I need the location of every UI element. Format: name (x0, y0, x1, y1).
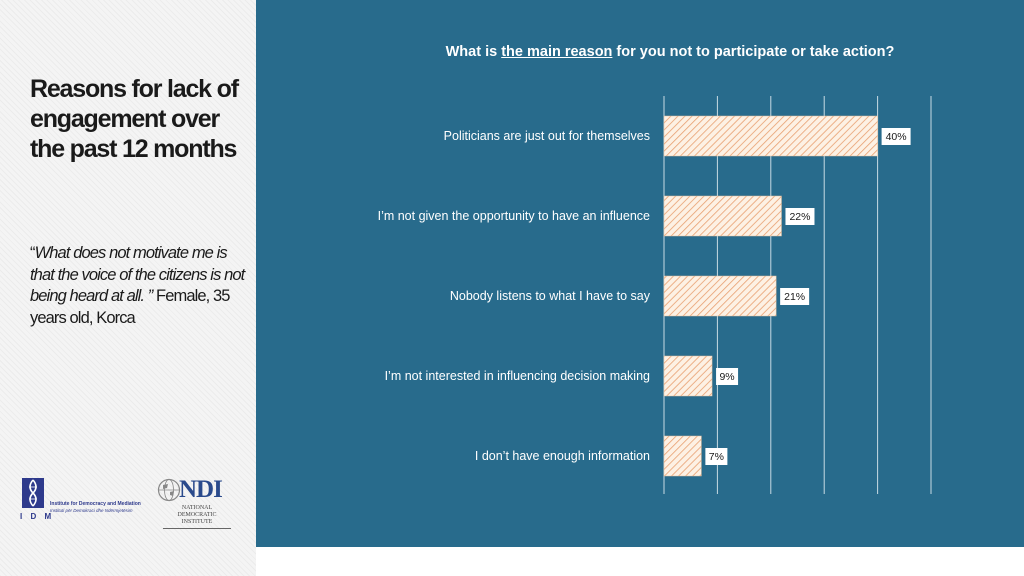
idm-name: Institute for Democracy and Mediation (50, 501, 141, 507)
category-label: I’m not interested in influencing decisi… (385, 369, 650, 383)
chart-title: What is the main reason for you not to p… (406, 44, 934, 60)
data-label-box (780, 288, 810, 305)
bar (663, 195, 782, 237)
quote-attribution: Female, 35 years old, Korca (30, 287, 230, 327)
chart-panel: What is the main reason for you not to p… (256, 0, 1024, 547)
data-label: 22% (789, 211, 810, 223)
globe-icon (157, 478, 181, 502)
data-label: 7% (709, 451, 724, 463)
bar (663, 435, 702, 477)
data-label: 9% (719, 371, 734, 383)
bar (663, 275, 777, 317)
ndi-divider (163, 528, 231, 529)
idm-logo: I D M Institute for Democracy and Mediat… (20, 478, 141, 523)
category-label: Nobody listens to what I have to say (450, 289, 651, 303)
quote-text: What does not motivate me is that the vo… (30, 244, 245, 305)
chart-title-underlined: the main reason (501, 44, 613, 60)
category-label: I’m not given the opportunity to have an… (378, 209, 650, 223)
chart-title-part2: for you not to participate or take actio… (612, 44, 895, 60)
bar (663, 115, 878, 157)
data-label-box (881, 128, 911, 145)
quote-open-mark: “ (30, 244, 35, 262)
data-label: 21% (784, 291, 805, 303)
data-label-box (716, 368, 739, 385)
category-label: I don’t have enough information (475, 449, 650, 463)
left-panel: Reasons for lack of engagement over the … (0, 0, 256, 576)
slide-title: Reasons for lack of engagement over the … (30, 75, 239, 163)
category-label: Politicians are just out for themselves (444, 129, 650, 143)
data-label-box (705, 448, 728, 465)
idm-mark-icon (22, 478, 44, 508)
respondent-quote: “What does not motivate me is that the v… (30, 243, 252, 329)
data-label: 40% (886, 131, 907, 143)
ndi-wordmark: NDI (179, 476, 223, 503)
bar (663, 355, 713, 397)
ndi-subtitle: NATIONAL DEMOCRATIC INSTITUTE (177, 505, 217, 525)
bar-chart: Politicians are just out for themselves 4… (378, 96, 932, 494)
data-label-box (785, 208, 815, 225)
idm-name-albanian: Instituti për Demokraci dhe Ndërmjetësim (50, 508, 133, 513)
chart-title-part1: What is (445, 44, 502, 60)
idm-letters: I D M (20, 512, 55, 521)
ndi-logo: NDI NATIONAL DEMOCRATIC INSTITUTE (157, 476, 237, 531)
